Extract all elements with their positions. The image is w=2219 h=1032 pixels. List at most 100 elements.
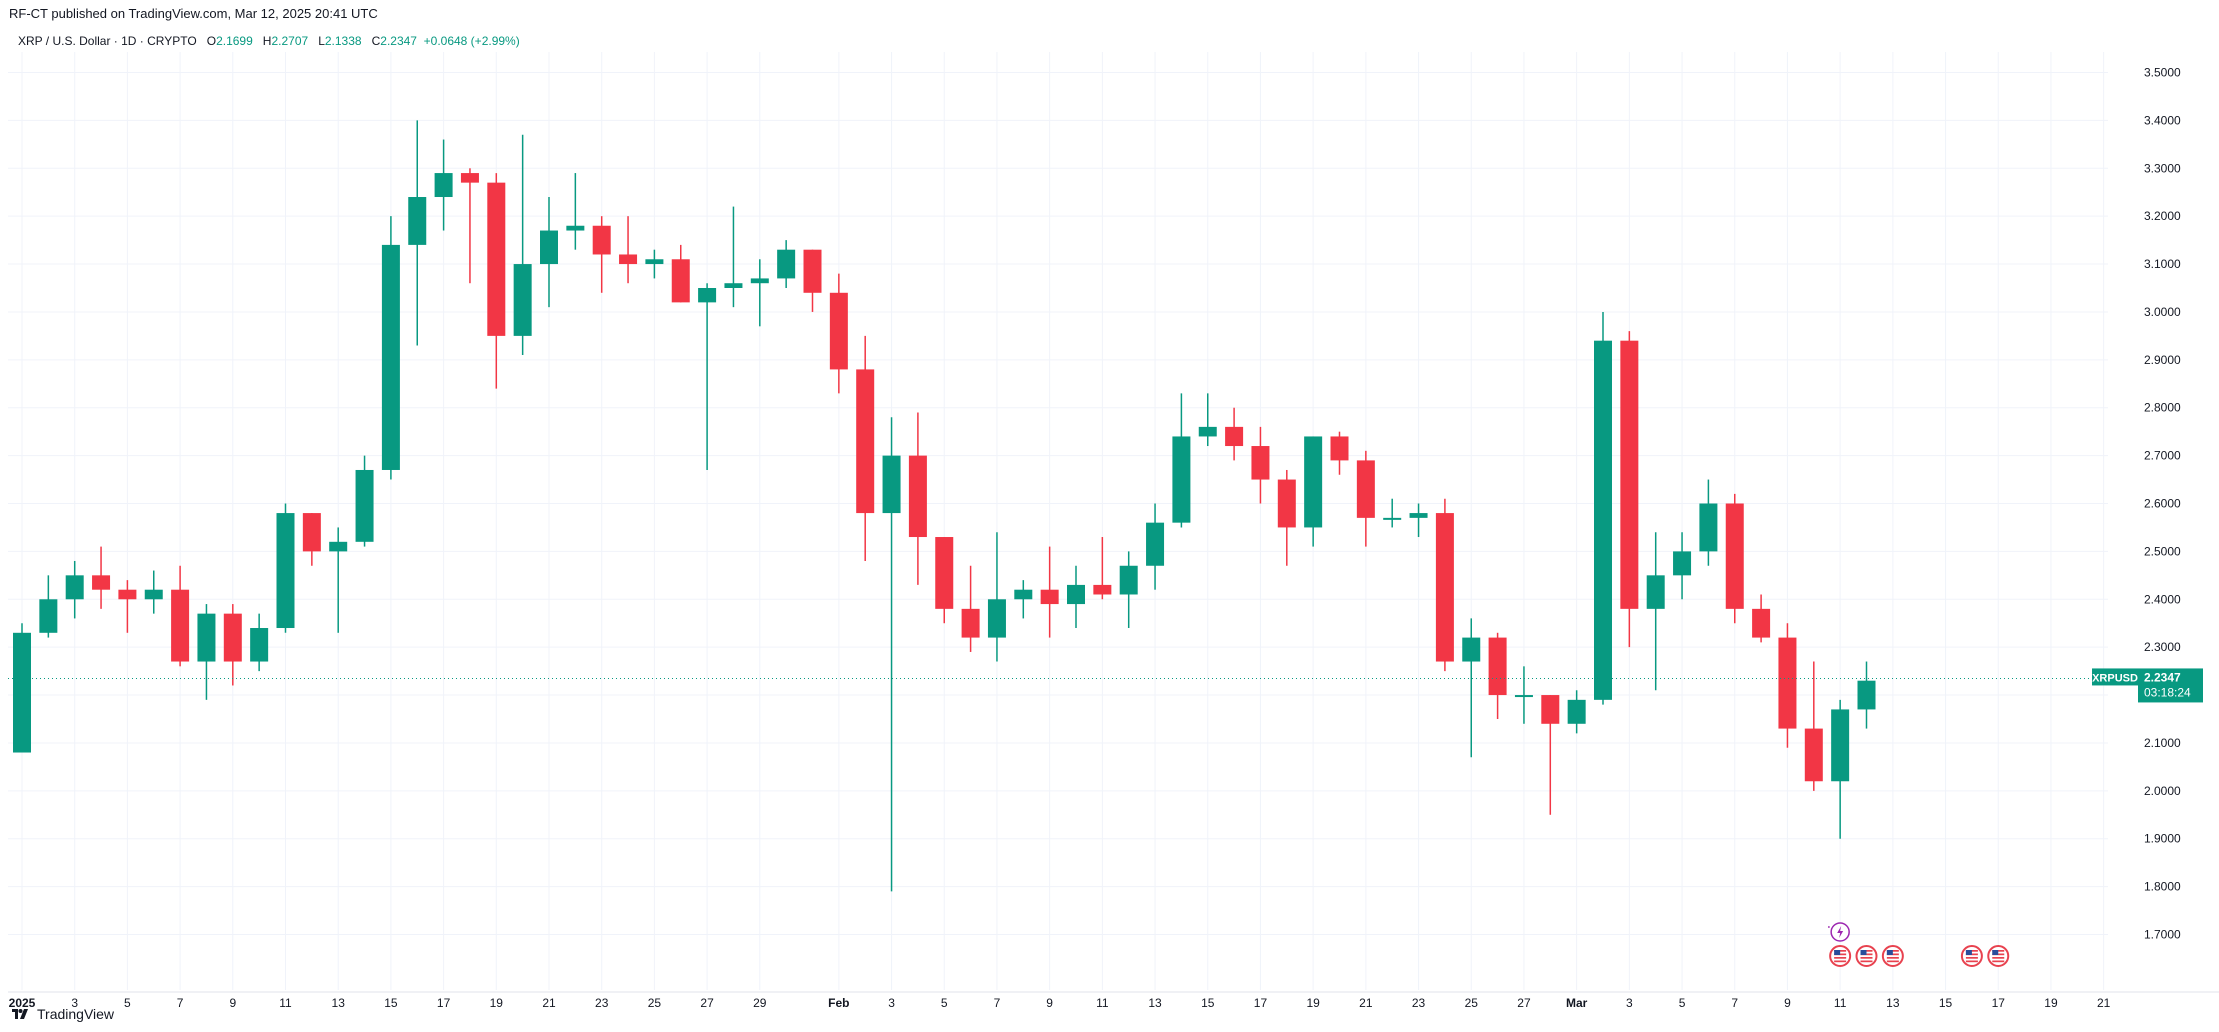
candle-down [487,173,506,389]
tradingview-logo-icon [12,1009,28,1019]
price-tick-label: 2.3000 [2144,640,2181,654]
economic-event-flag-icon[interactable] [1987,945,2010,967]
candle-down [1620,331,1639,648]
lightning-icon [1837,926,1844,938]
high-value: 2.2707 [271,34,309,48]
symbol-title: XRP / U.S. Dollar · 1D · CRYPTO [18,34,197,48]
flag-stripe [1992,960,2005,963]
candle-body [302,513,321,552]
brand-label: TradingView [37,1006,115,1022]
price-tick-label: 2.7000 [2144,449,2181,463]
candle-body [276,513,295,629]
time-tick-label: 29 [753,996,767,1010]
economic-event-flag-icon[interactable] [1855,945,1878,967]
flag-stripe [1886,960,1899,963]
time-tick-label: 21 [542,996,556,1010]
price-tick-label: 2.6000 [2144,497,2181,511]
candle-up [1014,580,1033,619]
candle-body [1699,503,1718,552]
candle-body [1435,513,1454,662]
candle-down [1040,546,1059,638]
time-tick-label: 27 [700,996,714,1010]
economic-event-flag-icon[interactable] [1881,945,1904,967]
event-markers[interactable] [1828,922,2010,967]
spark-event-icon[interactable] [1828,922,1850,942]
candle-up [197,604,216,700]
time-tick-label: 17 [1992,996,2006,1010]
candle-up [434,139,453,231]
candle-body [1567,699,1586,724]
candle-up [566,173,585,250]
candle-down [856,335,875,561]
candle-down [961,565,980,652]
candle-body [829,292,848,370]
low-value: 2.1338 [324,34,362,48]
time-tick-label: 5 [124,996,131,1010]
close-label: C [371,34,381,48]
candle-up [276,503,295,633]
candle-body [1462,637,1481,662]
time-tick-label: 9 [1784,996,1791,1010]
candle-up [1646,532,1665,691]
candle-body [197,613,216,662]
candle-body [1356,460,1375,518]
flag-canton [1834,950,1841,955]
time-tick-label: 25 [648,996,662,1010]
time-tick-label: 23 [595,996,609,1010]
candle-body [961,608,980,638]
candle-down [1251,426,1270,504]
candle-body [1514,695,1533,698]
economic-event-flag-icon[interactable] [1829,945,1852,967]
candle-body [1646,575,1665,609]
time-tick-label: Mar [1566,996,1588,1010]
open-label: O [206,34,217,48]
candle-body [1277,479,1296,528]
candle-up [355,455,374,547]
candle-body [908,455,927,538]
candles [13,120,1876,892]
candle-body [1383,517,1402,520]
time-tick-label: 15 [1201,996,1215,1010]
candle-body [1093,584,1112,595]
candle-up [65,560,84,619]
candle-body [777,249,796,279]
time-tick-label: Feb [828,996,849,1010]
candle-up [250,613,269,672]
time-axis[interactable]: 2025 3 5 7 9 11 13 15 17 19 21 23 25 27 29 Feb 3 5 7 9 11 13 1… [9,996,2111,1010]
candle-up [777,240,796,288]
candle-body [1251,446,1270,480]
candle-up [1409,503,1428,538]
candle-down [118,580,137,633]
candle-body [1067,584,1085,605]
candle-up [698,283,717,470]
candle-body [1014,589,1033,600]
candle-body [1146,522,1165,566]
candle-up [750,259,769,327]
low-label: L [318,34,325,48]
candle-down [302,513,321,566]
candle-body [1620,340,1639,609]
candle-body [698,288,717,303]
price-axis[interactable]: 1.70001.80001.90002.00002.10002.20002.30… [2144,66,2181,942]
candle-down [1804,661,1823,791]
time-tick-label: 5 [1679,996,1686,1010]
time-tick-label: 17 [1254,996,1268,1010]
candle-down [592,216,611,293]
tradingview-brand[interactable]: TradingView [9,1006,114,1022]
candle-body [566,225,585,231]
price-tick-label: 2.8000 [2144,401,2181,415]
candle-body [513,264,532,336]
symbol-tag-text: XRPUSD [2092,672,2138,684]
candle-down [1093,537,1112,600]
candle-body [92,575,111,590]
flag-canton [1886,950,1893,955]
time-tick-label: 5 [941,996,948,1010]
time-tick-label: 2025 [9,996,36,1010]
high-label: H [262,34,272,48]
economic-event-flag-icon[interactable] [1960,945,1983,967]
candle-up [1857,661,1876,729]
time-tick-label: 7 [1731,996,1738,1010]
time-tick-label: 19 [2044,996,2058,1010]
